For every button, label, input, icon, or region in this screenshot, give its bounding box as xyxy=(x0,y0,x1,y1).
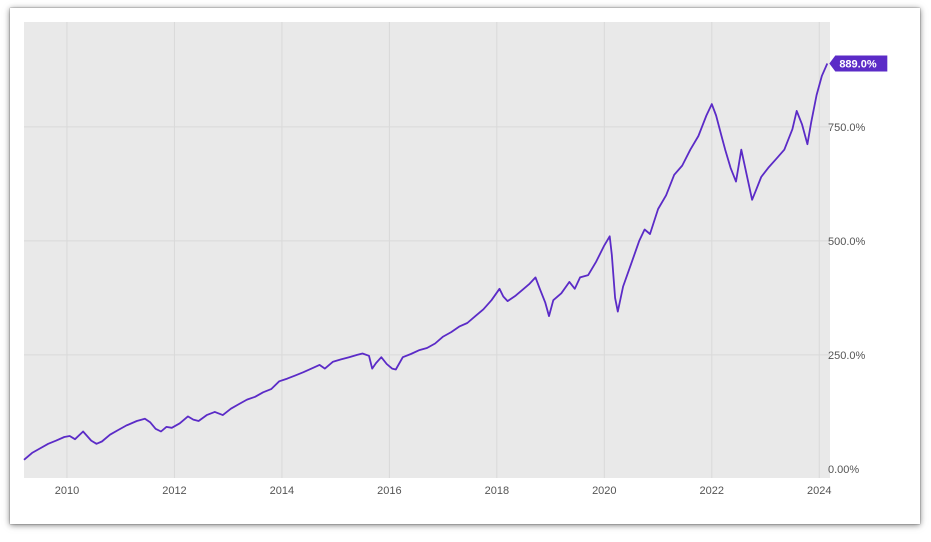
x-tick-label: 2012 xyxy=(162,485,186,497)
y-tick-label: 0.00% xyxy=(828,464,859,476)
x-tick-label: 2022 xyxy=(700,485,724,497)
series-line xyxy=(23,63,829,461)
x-tick-label: 2024 xyxy=(807,485,831,497)
plot-area xyxy=(24,22,830,478)
chart-frame: 2010 2012 2014 2016 2018 2020 2022 2024 0.00% 25… xyxy=(10,8,920,524)
y-tick-label: 500.0% xyxy=(828,236,866,248)
x-tick-label: 2014 xyxy=(270,485,294,497)
x-tick-label: 2010 xyxy=(55,485,79,497)
x-tick-label: 2016 xyxy=(377,485,401,497)
end-value-label: 889.0% xyxy=(839,58,877,70)
y-axis-ticks: 0.00% 250.0% 500.0% 750.0% xyxy=(828,122,866,476)
y-tick-label: 750.0% xyxy=(828,122,866,134)
end-value-badge: 889.0% xyxy=(829,55,888,72)
line-chart: 2010 2012 2014 2016 2018 2020 2022 2024 0.00% 25… xyxy=(23,22,888,497)
y-tick-label: 250.0% xyxy=(828,350,866,362)
x-axis-ticks: 2010 2012 2014 2016 2018 2020 2022 2024 xyxy=(55,485,832,497)
series-line-layer xyxy=(23,63,829,461)
end-value-badge-shape xyxy=(829,55,888,72)
x-tick-label: 2018 xyxy=(485,485,509,497)
x-tick-label: 2020 xyxy=(592,485,616,497)
grid-lines xyxy=(24,22,830,478)
